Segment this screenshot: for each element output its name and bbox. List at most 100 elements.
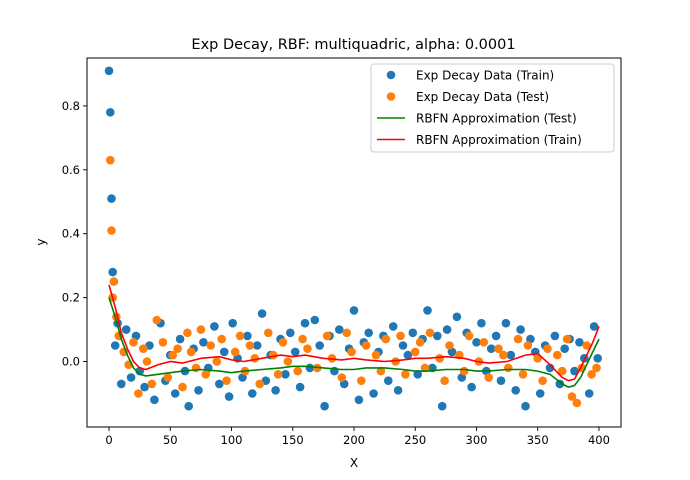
- x-axis-label: X: [350, 456, 358, 470]
- x-axis-ticks: 0 50 100 150 200 250 300 350 400: [105, 427, 610, 447]
- scatter-point: [273, 370, 283, 379]
- scatter-point: [445, 341, 454, 350]
- scatter-point: [286, 328, 295, 338]
- scatter-point: [543, 344, 552, 354]
- scatter-point: [391, 357, 400, 366]
- scatter-point: [150, 395, 159, 405]
- scatter-point: [224, 392, 234, 401]
- scatter-point: [134, 389, 143, 398]
- scatter-point: [433, 331, 442, 341]
- scatter-point: [413, 370, 423, 379]
- series-train-points: [104, 66, 602, 411]
- scatter-point: [245, 341, 255, 350]
- scatter-point: [403, 350, 413, 360]
- scatter-point: [106, 155, 115, 165]
- scatter-point: [305, 363, 315, 373]
- scatter-point: [523, 341, 533, 350]
- scatter-point: [107, 194, 116, 203]
- legend: Exp Decay Data (Train) Exp Decay Data (Te…: [370, 63, 615, 153]
- scatter-point: [281, 370, 290, 379]
- y-tick-label: 0.6: [62, 163, 80, 177]
- chart-title: Exp Decay, RBF: multiquadric, alpha: 0.0…: [191, 37, 515, 53]
- scatter-point: [550, 331, 560, 341]
- scatter-point: [593, 354, 602, 363]
- scatter-point: [342, 328, 352, 338]
- scatter-point: [206, 341, 215, 350]
- scatter-point: [235, 331, 245, 341]
- scatter-point: [210, 322, 219, 331]
- scatter-point: [322, 331, 332, 341]
- scatter-point: [398, 341, 408, 350]
- scatter-point: [420, 363, 430, 373]
- scatter-point: [320, 401, 329, 411]
- scatter-point: [553, 350, 562, 360]
- scatter-point: [354, 395, 364, 405]
- scatter-point: [222, 376, 231, 386]
- scatter-point: [295, 382, 305, 392]
- scatter-point: [310, 315, 320, 325]
- scatter-point: [496, 376, 506, 386]
- scatter-point: [545, 363, 555, 373]
- scatter-point: [147, 379, 157, 389]
- scatter-point: [349, 306, 359, 315]
- y-tick-label: 0.2: [62, 291, 80, 305]
- scatter-point: [186, 347, 196, 357]
- scatter-point: [592, 363, 601, 373]
- scatter-point: [464, 331, 474, 341]
- series-test-points: [106, 155, 601, 408]
- x-tick-label: 50: [163, 433, 178, 447]
- scatter-point: [108, 267, 117, 277]
- scatter-point: [381, 334, 391, 344]
- legend-label: RBFN Approximation (Train): [416, 133, 582, 147]
- scatter-point: [337, 373, 347, 382]
- scatter-point: [357, 376, 366, 386]
- y-tick-label: 0.0: [62, 355, 80, 369]
- scatter-point: [293, 366, 303, 376]
- scatter-point: [511, 386, 520, 395]
- y-axis-label: y: [34, 238, 48, 245]
- scatter-point: [290, 347, 300, 357]
- scatter-point: [491, 331, 501, 341]
- scatter-point: [300, 318, 310, 328]
- scatter-point: [557, 366, 567, 376]
- scatter-point: [516, 325, 525, 334]
- scatter-point: [335, 325, 344, 334]
- scatter-point: [567, 392, 577, 401]
- x-tick-label: 200: [343, 433, 365, 447]
- scatter-point: [255, 379, 264, 389]
- scatter-point: [199, 338, 208, 347]
- scatter-point: [196, 325, 206, 334]
- scatter-point: [376, 366, 386, 376]
- scatter-point: [158, 338, 168, 347]
- scatter-point: [589, 322, 599, 331]
- scatter-point: [384, 376, 393, 386]
- y-axis-ticks: 0.0 0.2 0.4 0.6 0.8: [62, 99, 87, 369]
- scatter-point: [484, 373, 494, 382]
- scatter-point: [575, 338, 584, 347]
- scatter-point: [582, 341, 591, 350]
- y-tick-label: 0.8: [62, 99, 80, 113]
- scatter-point: [587, 370, 596, 379]
- scatter-point: [129, 338, 138, 347]
- scatter-point: [201, 370, 211, 379]
- scatter-point: [388, 322, 398, 331]
- x-tick-label: 150: [282, 433, 304, 447]
- scatter-point: [184, 401, 193, 411]
- x-tick-label: 400: [588, 433, 610, 447]
- scatter-point: [107, 226, 116, 235]
- scatter-point: [506, 350, 516, 360]
- scatter-point: [477, 318, 486, 328]
- x-tick-label: 0: [105, 433, 112, 447]
- scatter-point: [562, 334, 572, 344]
- scatter-point: [486, 344, 496, 354]
- y-tick-label: 0.4: [62, 227, 80, 241]
- scatter-point: [212, 357, 222, 366]
- scatter-point: [139, 344, 148, 354]
- legend-label: Exp Decay Data (Test): [416, 90, 549, 104]
- scatter-point: [442, 325, 452, 334]
- scatter-point: [121, 325, 131, 334]
- scatter-point: [494, 344, 503, 354]
- scatter-point: [219, 347, 229, 357]
- scatter-point: [435, 354, 445, 363]
